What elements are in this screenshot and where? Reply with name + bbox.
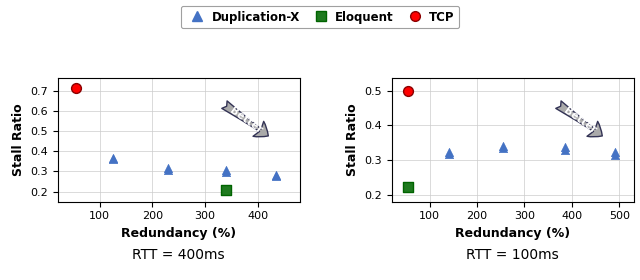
Point <box>444 150 454 154</box>
Y-axis label: Stall Ratio: Stall Ratio <box>12 104 24 176</box>
Point <box>559 145 570 150</box>
Point <box>108 157 118 162</box>
X-axis label: Redundancy (%): Redundancy (%) <box>121 227 236 240</box>
Point <box>163 166 173 171</box>
Text: RTT = 100ms: RTT = 100ms <box>466 248 559 262</box>
Point <box>444 151 454 156</box>
Point <box>221 168 231 172</box>
Point <box>271 174 281 179</box>
Point <box>221 169 231 174</box>
Text: Better: Better <box>228 105 264 135</box>
Point <box>559 147 570 152</box>
Point <box>609 153 620 157</box>
Point <box>71 86 81 91</box>
Text: Better: Better <box>562 105 598 135</box>
Point <box>403 185 413 189</box>
Text: RTT = 400ms: RTT = 400ms <box>132 248 225 262</box>
Point <box>609 150 620 155</box>
Point <box>403 89 413 94</box>
Y-axis label: Stall Ratio: Stall Ratio <box>346 104 358 176</box>
Point <box>498 146 508 150</box>
Point <box>271 173 281 178</box>
Point <box>108 156 118 160</box>
X-axis label: Redundancy (%): Redundancy (%) <box>455 227 570 240</box>
Point <box>221 188 231 193</box>
Legend: Duplication-X, Eloquent, TCP: Duplication-X, Eloquent, TCP <box>180 6 460 28</box>
Point <box>498 144 508 148</box>
Point <box>163 168 173 172</box>
